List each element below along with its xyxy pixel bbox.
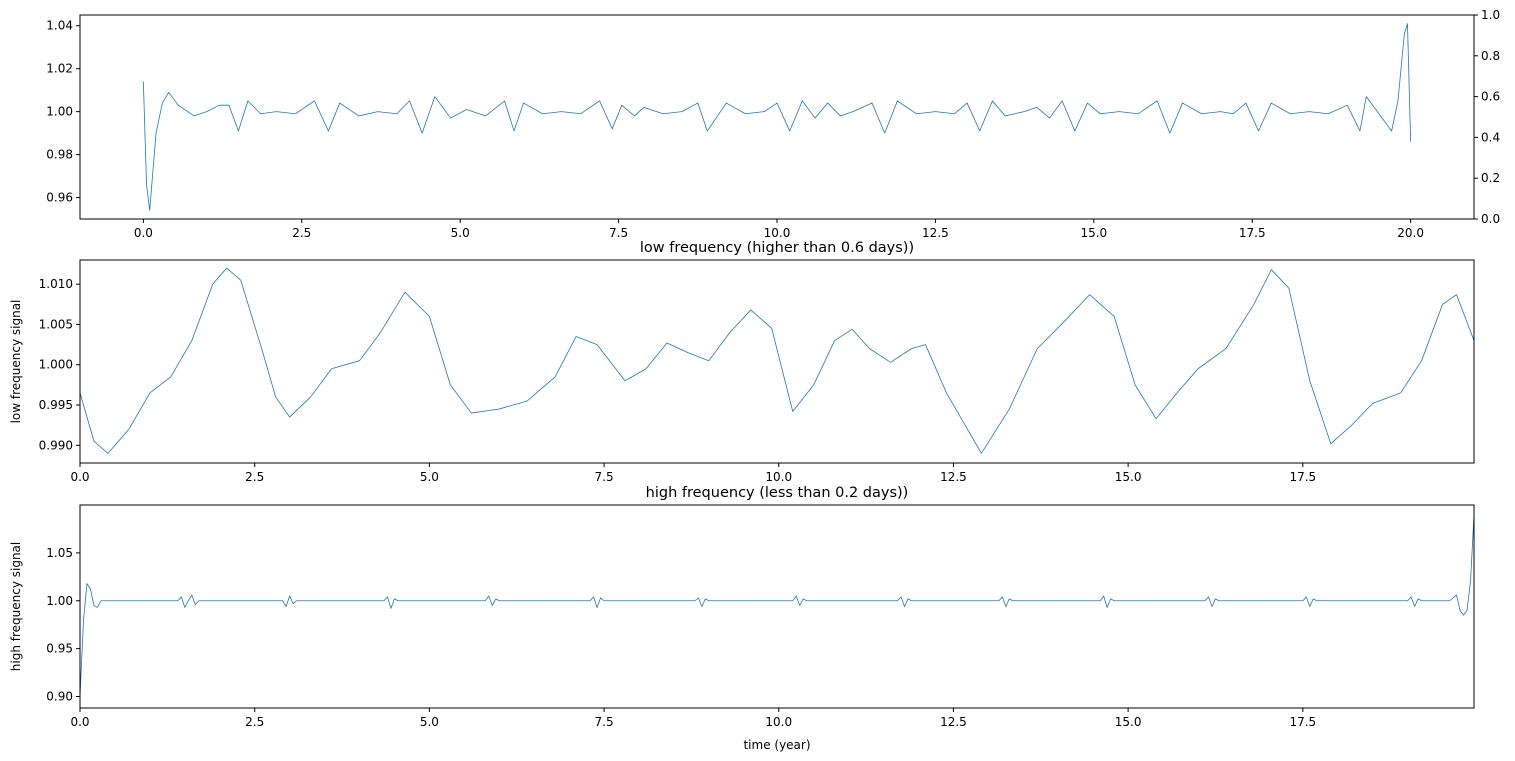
high-frequency-panel-x-axis-label: time (year) xyxy=(743,738,810,752)
top-panel-x-tick-label: 20.0 xyxy=(1397,226,1424,240)
low-frequency-panel-x-tick-label: 12.5 xyxy=(940,470,967,484)
high-frequency-panel-y-axis-label: high frequency signal xyxy=(9,542,23,671)
high-frequency-panel-x-tick-label: 0.0 xyxy=(70,715,89,729)
low-frequency-panel-x-ticks: 0.0 2.5 5.0 7.5 10.0 12.5 15.0 17.5 xyxy=(70,463,1316,484)
top-panel-secondary-y-ticks: 0.0 0.2 0.4 0.6 0.8 1.0 xyxy=(1474,8,1500,226)
top-panel-x-tick-label: 17.5 xyxy=(1239,226,1266,240)
top-panel-secondary-y-tick-label: 0.6 xyxy=(1481,90,1500,104)
low-frequency-panel-x-tick-label: 17.5 xyxy=(1289,470,1316,484)
high-frequency-panel-y-tick-label: 0.95 xyxy=(46,642,73,656)
top-panel-secondary-y-tick-label: 1.0 xyxy=(1481,8,1500,22)
high-frequency-panel-x-ticks: 0.0 2.5 5.0 7.5 10.0 12.5 15.0 17.5 xyxy=(70,708,1316,729)
top-panel-x-tick-label: 10.0 xyxy=(764,226,791,240)
low-frequency-panel: 0.0 2.5 5.0 7.5 10.0 12.5 15.0 17.5 0.990 0.995 1… xyxy=(9,240,1475,484)
high-frequency-panel-y-tick-label: 0.90 xyxy=(46,690,73,704)
top-panel-secondary-y-tick-label: 0.2 xyxy=(1481,171,1500,185)
high-frequency-panel-marks xyxy=(80,514,1474,697)
top-panel-secondary-y-tick-label: 0.0 xyxy=(1481,212,1500,226)
high-frequency-panel-x-tick-label: 15.0 xyxy=(1115,715,1142,729)
high-frequency-panel-x-tick-label: 12.5 xyxy=(940,715,967,729)
high-frequency-panel-series-line xyxy=(80,514,1474,697)
low-frequency-panel-x-tick-label: 10.0 xyxy=(765,470,792,484)
low-frequency-panel-x-tick-label: 15.0 xyxy=(1115,470,1142,484)
top-panel-x-tick-label: 7.5 xyxy=(609,226,628,240)
high-frequency-panel-x-tick-label: 17.5 xyxy=(1289,715,1316,729)
top-panel-secondary-y-tick-label: 0.4 xyxy=(1481,130,1500,144)
low-frequency-panel-x-tick-label: 0.0 xyxy=(70,470,89,484)
top-panel-y-ticks: 0.96 0.98 1.00 1.02 1.04 xyxy=(46,19,80,205)
low-frequency-panel-y-tick-label: 1.010 xyxy=(39,277,73,291)
high-frequency-panel-frame xyxy=(79,504,1475,709)
top-panel-x-ticks: 0.0 2.5 5.0 7.5 10.0 12.5 15.0 17.5 20.0 xyxy=(134,219,1424,240)
top-panel-x-tick-label: 5.0 xyxy=(451,226,470,240)
low-frequency-panel-y-tick-label: 0.990 xyxy=(39,438,73,452)
top-panel-y-tick-label: 1.00 xyxy=(46,105,73,119)
low-frequency-panel-x-tick-label: 5.0 xyxy=(420,470,439,484)
top-panel-y-tick-label: 1.04 xyxy=(46,19,73,33)
high-frequency-panel-y-ticks: 0.90 0.95 1.00 1.05 xyxy=(46,546,80,704)
high-frequency-panel-y-tick-label: 1.05 xyxy=(46,546,73,560)
top-panel-y-tick-label: 1.02 xyxy=(46,62,73,76)
high-frequency-panel-x-tick-label: 10.0 xyxy=(765,715,792,729)
high-frequency-panel: 0.0 2.5 5.0 7.5 10.0 12.5 15.0 17.5 0.90 0.95 1.0… xyxy=(9,485,1475,752)
low-frequency-panel-y-tick-label: 1.000 xyxy=(39,358,73,372)
top-panel: 0.0 2.5 5.0 7.5 10.0 12.5 15.0 17.5 20.0 0.960.9… xyxy=(46,8,1500,240)
top-panel-y-tick-label: 0.98 xyxy=(46,148,73,162)
top-panel-y-tick-label: 0.96 xyxy=(46,191,73,205)
low-frequency-panel-x-tick-label: 2.5 xyxy=(245,470,264,484)
low-frequency-panel-y-tick-label: 0.995 xyxy=(39,398,73,412)
high-frequency-panel-x-tick-label: 7.5 xyxy=(595,715,614,729)
low-frequency-panel-title: low frequency (higher than 0.6 days)) xyxy=(640,240,914,256)
low-frequency-panel-x-tick-label: 7.5 xyxy=(595,470,614,484)
low-frequency-panel-frame xyxy=(79,259,1475,464)
top-panel-x-tick-label: 15.0 xyxy=(1080,226,1107,240)
high-frequency-panel-y-tick-label: 1.00 xyxy=(46,594,73,608)
low-frequency-panel-series-line xyxy=(80,267,1474,454)
low-frequency-panel-y-ticks: 0.990 0.995 1.000 1.005 1.010 xyxy=(39,277,80,452)
high-frequency-panel-x-tick-label: 2.5 xyxy=(245,715,264,729)
low-frequency-panel-y-tick-label: 1.005 xyxy=(39,317,73,331)
low-frequency-panel-y-axis-label: low frequency signal xyxy=(9,300,23,424)
high-frequency-panel-x-tick-label: 5.0 xyxy=(420,715,439,729)
top-panel-x-tick-label: 0.0 xyxy=(134,226,153,240)
top-panel-frame xyxy=(79,14,1475,220)
top-panel-series-line xyxy=(142,23,1412,211)
top-panel-secondary-y-tick-label: 0.8 xyxy=(1481,49,1500,63)
low-frequency-panel-marks xyxy=(80,267,1474,454)
top-panel-x-tick-label: 12.5 xyxy=(922,226,949,240)
top-panel-x-tick-label: 2.5 xyxy=(292,226,311,240)
high-frequency-panel-title: high frequency (less than 0.2 days)) xyxy=(646,485,909,501)
top-panel-marks xyxy=(142,23,1412,211)
